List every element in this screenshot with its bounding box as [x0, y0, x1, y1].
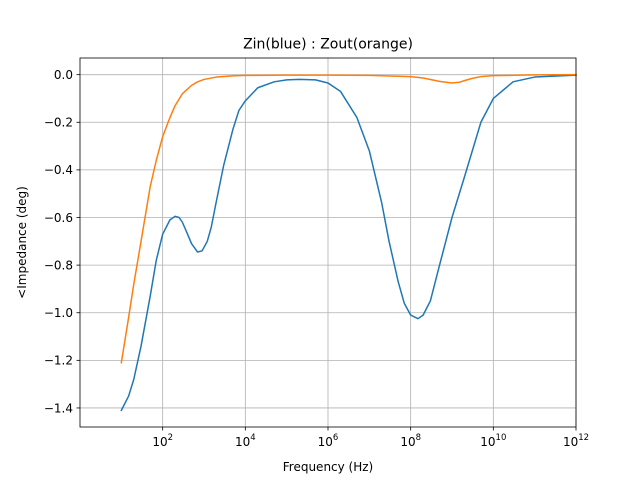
grid-layer	[80, 58, 577, 427]
x-tick-exp-3: 8	[416, 433, 421, 443]
y-tick-label-4: −0.8	[44, 258, 73, 272]
y-tick-label-1: −0.2	[44, 116, 73, 130]
x-tick-exp-5: 12	[578, 433, 589, 443]
x-tick-label-1: 104	[235, 433, 256, 449]
chart-title: Zin(blue) : Zout(orange)	[243, 37, 413, 53]
x-tick-label-4: 1010	[480, 433, 506, 449]
x-tick-base-0: 10	[152, 435, 167, 449]
y-tick-label-7: −1.4	[44, 401, 73, 415]
x-tick-base-4: 10	[480, 435, 495, 449]
x-tick-exp-1: 4	[250, 433, 255, 443]
x-tick-base-5: 10	[563, 435, 578, 449]
y-tick-label-6: −1.2	[44, 354, 73, 368]
x-tick-label-2: 106	[318, 433, 339, 449]
y-tick-label-3: −0.6	[44, 211, 73, 225]
tick-layer: 102 104 106 108 1010 10120.0−0.2−0.4−0.6−0.8−…	[44, 68, 589, 449]
x-axis-label: Frequency (Hz)	[283, 460, 374, 474]
x-tick-base-3: 10	[400, 435, 415, 449]
x-tick-label-3: 108	[400, 433, 421, 449]
series-line-0	[120, 74, 577, 412]
y-tick-label-5: −1.0	[44, 306, 73, 320]
y-tick-label-2: −0.4	[44, 163, 73, 177]
x-tick-label-0: 102	[152, 433, 173, 449]
series-line-1	[120, 73, 577, 364]
y-axis-label: <Impedance (deg)	[15, 186, 29, 299]
x-tick-label-5: 1012	[563, 433, 589, 449]
y-tick-label-0: 0.0	[54, 68, 73, 82]
x-tick-base-1: 10	[235, 435, 250, 449]
x-tick-exp-0: 2	[168, 433, 173, 443]
series-layer	[120, 73, 577, 412]
x-tick-exp-2: 6	[333, 433, 338, 443]
x-tick-base-2: 10	[318, 435, 333, 449]
x-tick-exp-4: 10	[496, 433, 507, 443]
